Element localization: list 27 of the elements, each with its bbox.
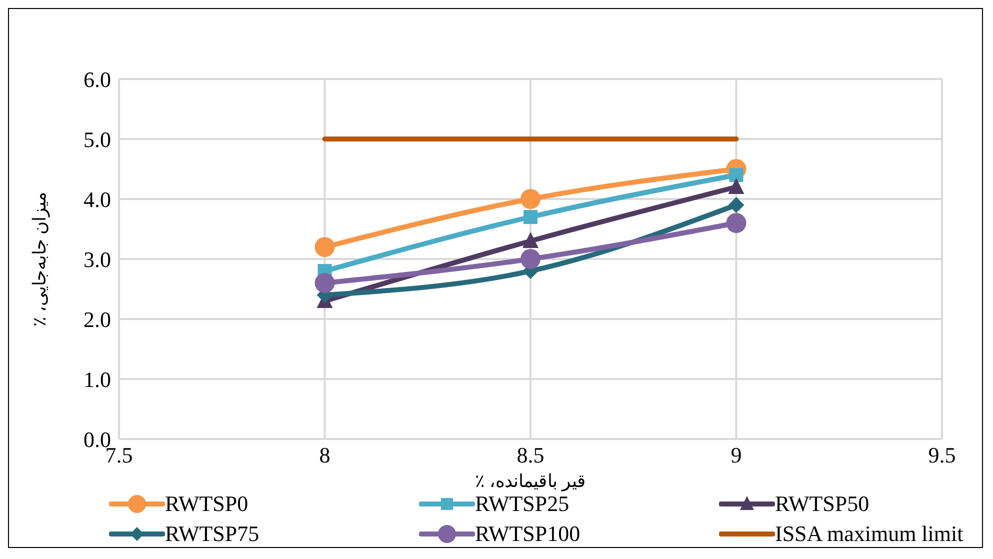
x-axis-title: قیر باقیمانده، ٪ — [475, 471, 586, 492]
point — [314, 273, 335, 293]
x-tick-label: 8.5 — [516, 442, 544, 468]
x-tick-label: 9 — [730, 442, 742, 468]
y-tick-label: 5.0 — [84, 126, 111, 152]
y-tick-label: 3.0 — [84, 246, 111, 272]
legend-label: RWTSP50 — [775, 491, 870, 517]
point — [728, 197, 744, 213]
point — [520, 249, 540, 269]
x-tick-label: 8 — [319, 442, 330, 468]
y-tick-label: 2.0 — [84, 306, 111, 332]
point — [728, 178, 744, 194]
y-tick-label: 4.0 — [84, 186, 111, 212]
y-tick-label: 1.0 — [84, 366, 111, 392]
point — [726, 213, 746, 233]
y-tick-label: 6.0 — [84, 66, 111, 92]
legend-label: RWTSP25 — [475, 491, 570, 517]
y-axis-title: میزان جابه‌جایی، ٪ — [29, 192, 50, 326]
point — [520, 189, 540, 209]
point — [314, 237, 335, 257]
legend-label: RWTSP75 — [165, 521, 260, 547]
legend-label: ISSA maximum limit — [775, 521, 964, 547]
point — [522, 232, 538, 248]
x-tick-label: 9.5 — [928, 442, 956, 468]
legend-label: RWTSP0 — [165, 491, 248, 517]
legend-label: RWTSP100 — [475, 521, 580, 547]
point — [524, 210, 538, 224]
